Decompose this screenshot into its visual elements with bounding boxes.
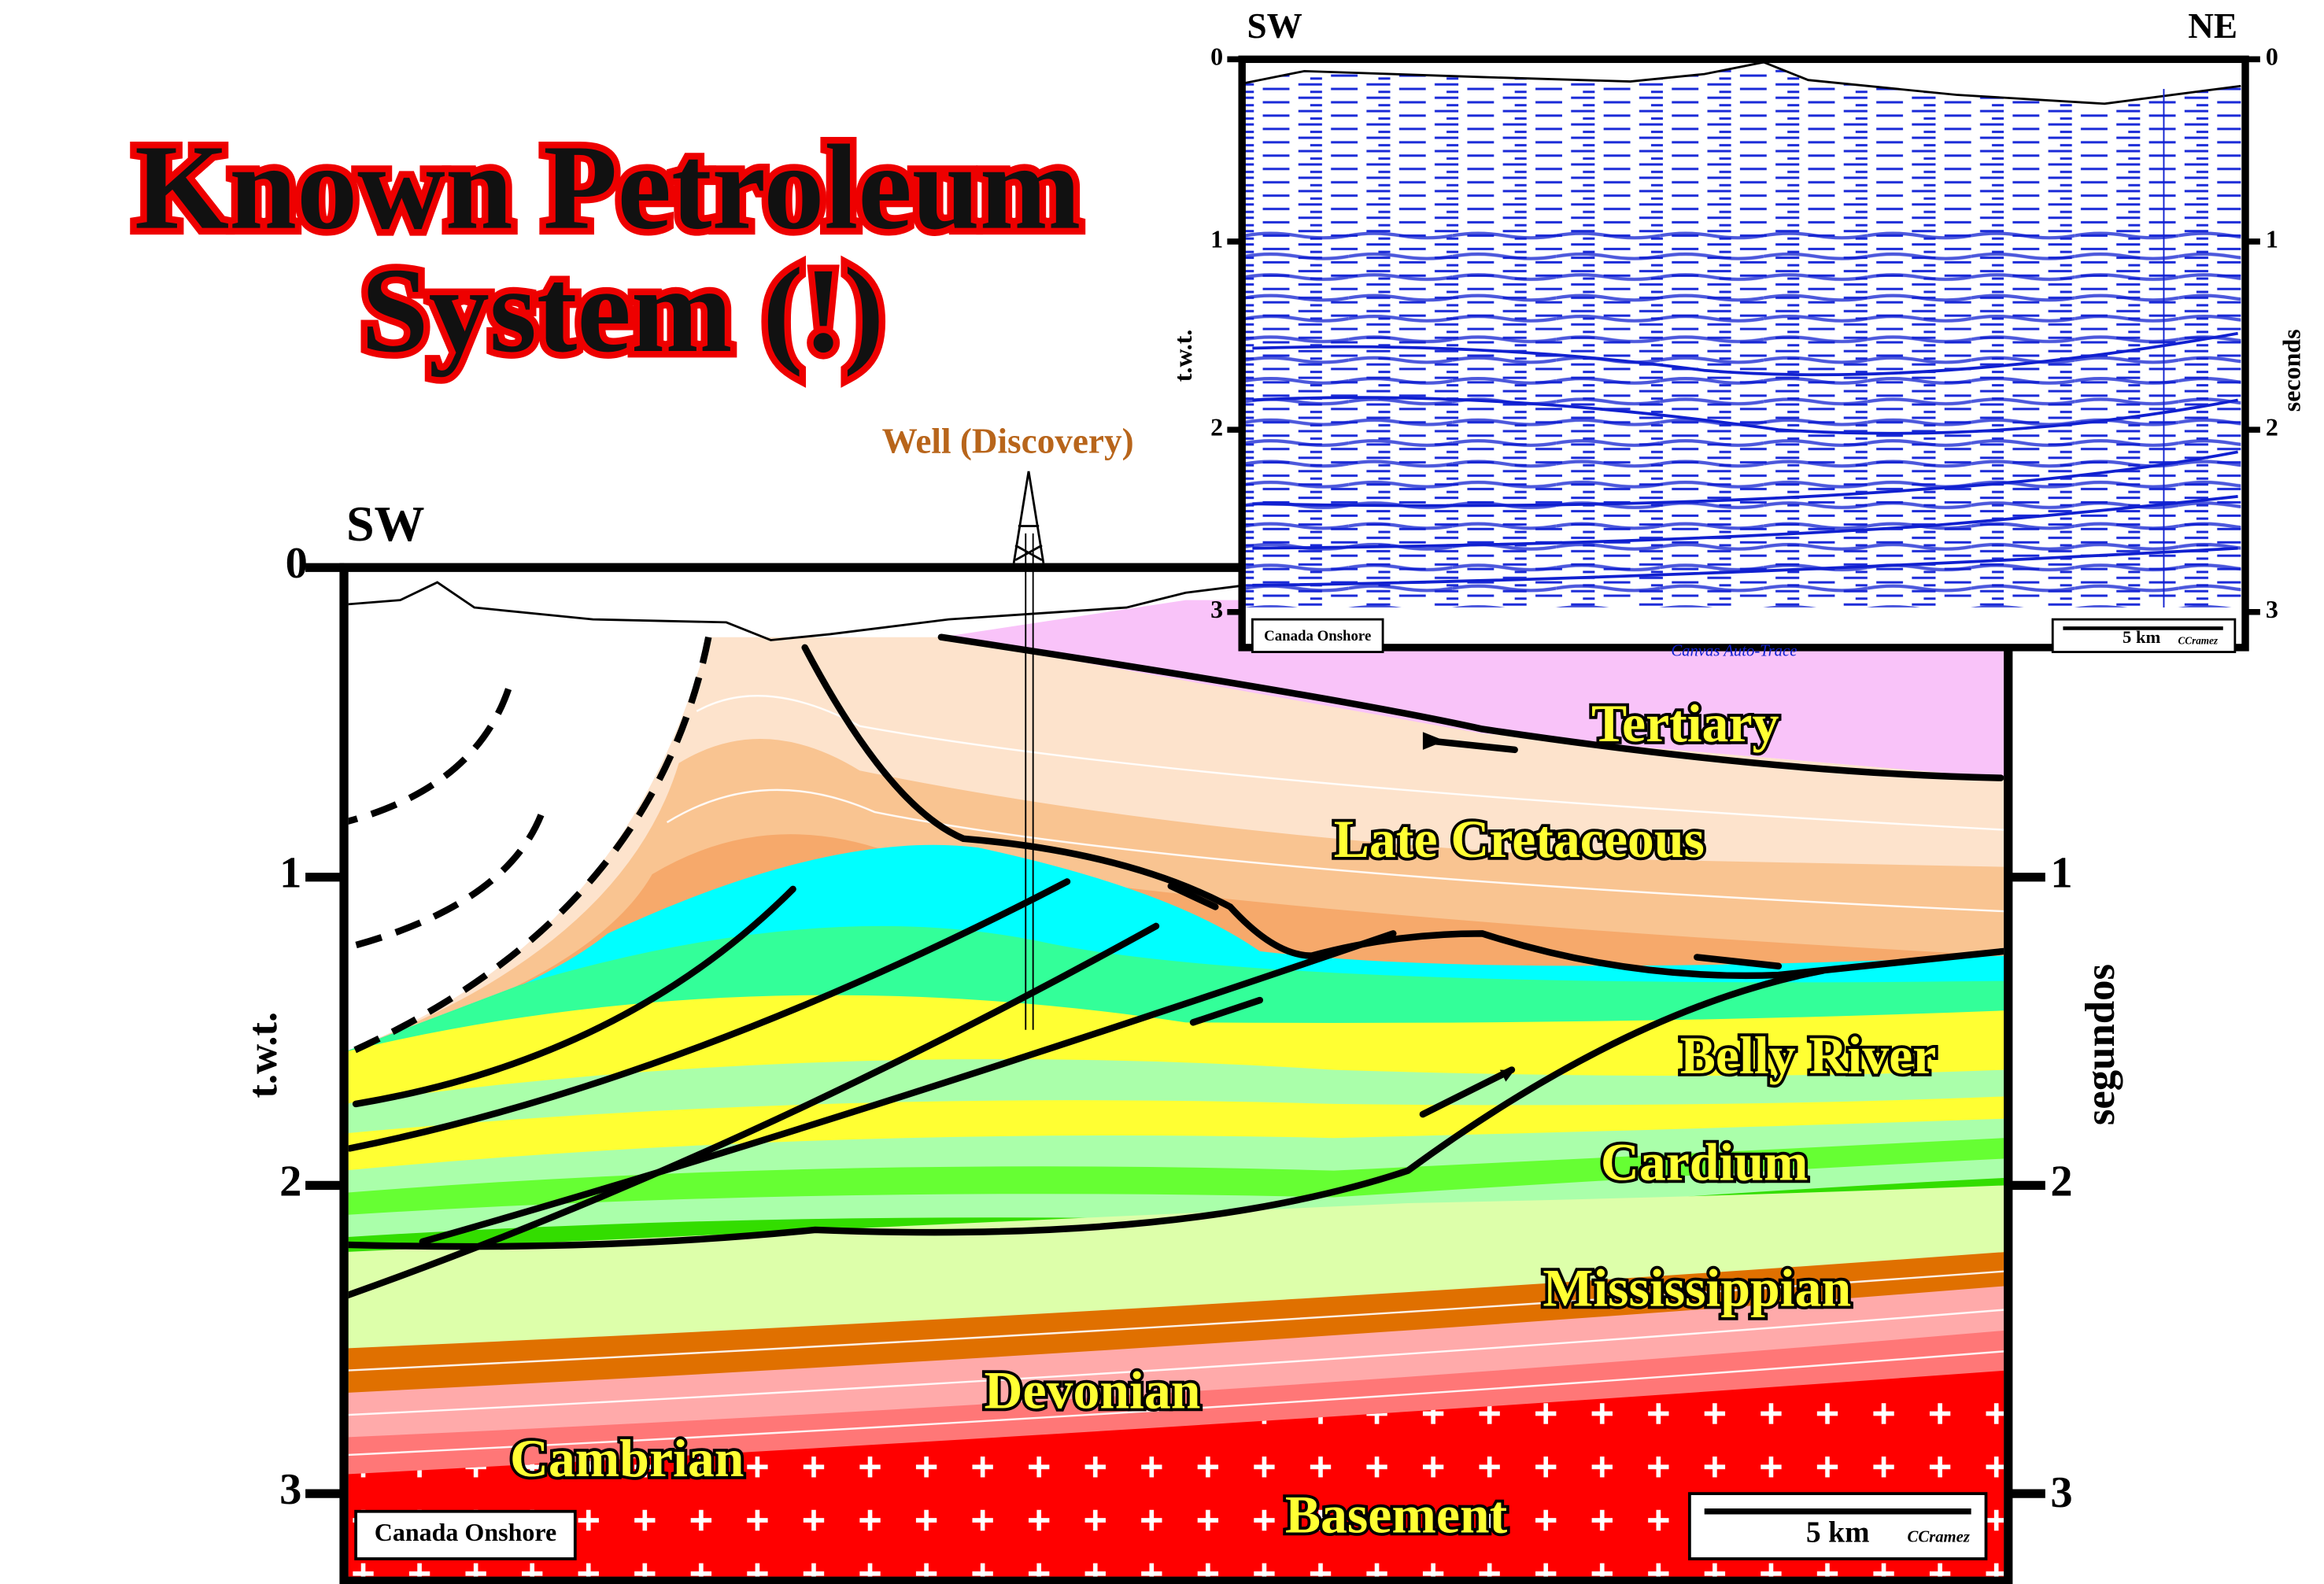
rect (354, 1509, 577, 1560)
tick-label: 3 (1210, 595, 1223, 623)
g (348, 581, 2004, 1577)
shape (348, 922, 1160, 1299)
shape (666, 788, 2004, 913)
tick-label: 1 (2266, 224, 2278, 253)
shape (352, 885, 796, 1108)
tick-label: 0 (286, 539, 308, 588)
formation-label: Tertiary (1591, 694, 1779, 753)
scale-label: 5 km (1806, 1516, 1870, 1549)
shape (937, 633, 2004, 781)
formation-label: Belly River (1680, 1026, 1937, 1085)
axis-label: seconds (2278, 329, 2306, 412)
tick-label: 2 (2266, 412, 2278, 441)
shape (305, 563, 2045, 1498)
formation-label: Mississippian (1543, 1258, 1851, 1317)
title-line: Known Petroleum (135, 120, 1081, 255)
tick-label: 2 (1210, 412, 1223, 441)
tick-label: 3 (2266, 595, 2278, 623)
shape (1012, 471, 1045, 563)
scale-label: 5 km (2123, 627, 2160, 647)
author-label: CCramez (1908, 1528, 1970, 1545)
end-label: SW (346, 496, 425, 552)
formation-label: Cardium (1601, 1132, 1809, 1191)
axis-label: t.w.t. (1169, 330, 1197, 382)
rect (2051, 618, 2237, 653)
shape (1252, 450, 2238, 508)
tick-label: 0 (1210, 42, 1223, 71)
shape (1252, 396, 2238, 435)
shape (1244, 61, 2241, 105)
shape (1252, 331, 2238, 377)
rect (1687, 1492, 1988, 1560)
formation-label: Basement (1285, 1486, 1508, 1545)
labels: SW t.w.t. segundos 0 1 2 3 1 2 3 Tertiar… (240, 6, 2305, 1549)
shape (1167, 737, 1783, 1118)
end-label: SW (1247, 6, 1302, 46)
tick-label: 3 (279, 1465, 301, 1514)
author-label: CCramez (2178, 634, 2219, 646)
shape (348, 878, 1071, 1152)
rect (1251, 618, 1384, 653)
shape (419, 930, 1397, 1246)
tick-label: 1 (279, 849, 301, 898)
shape (348, 814, 545, 951)
shape (348, 688, 512, 825)
well-label: Well (Discovery) (882, 421, 1134, 460)
location-label: Canada Onshore (1264, 628, 1371, 644)
software-label: Canvas Auto-Trace (1671, 642, 1797, 659)
end-label: NE (2188, 6, 2237, 46)
shape (348, 581, 1246, 641)
tick-label: 1 (1210, 224, 1223, 253)
axis-label: t.w.t. (240, 1012, 286, 1098)
rect (1238, 55, 2249, 652)
shape (696, 695, 2004, 831)
shape (348, 1270, 2004, 1372)
tick-label: 2 (279, 1157, 301, 1206)
tick-label: 0 (2266, 42, 2278, 71)
rect (339, 563, 2013, 1584)
tick-label: 3 (2050, 1468, 2072, 1517)
formation-label: Devonian (985, 1361, 1201, 1420)
axis-label: segundos (2078, 964, 2123, 1125)
shape (1252, 494, 2238, 550)
location-label: Canada Onshore (375, 1518, 556, 1546)
shape (801, 644, 2004, 980)
cross-section (305, 471, 2045, 1584)
formation-label: Cambrian (510, 1429, 744, 1488)
shape (348, 1370, 2004, 1577)
title: Known Petroleum System (!) (128, 113, 1088, 384)
seismic-inset (1227, 55, 2260, 653)
tick-label: 1 (2050, 849, 2072, 898)
shape (348, 967, 1827, 1250)
title-line: System (!) (361, 243, 885, 378)
shape (348, 1309, 2004, 1416)
shape (1252, 546, 2238, 587)
tick-label: 2 (2050, 1157, 2072, 1206)
shape (348, 1350, 2004, 1457)
shape (1244, 222, 2241, 608)
formation-label: Late Cretaceous (1334, 810, 1705, 869)
shape (1227, 56, 2260, 615)
